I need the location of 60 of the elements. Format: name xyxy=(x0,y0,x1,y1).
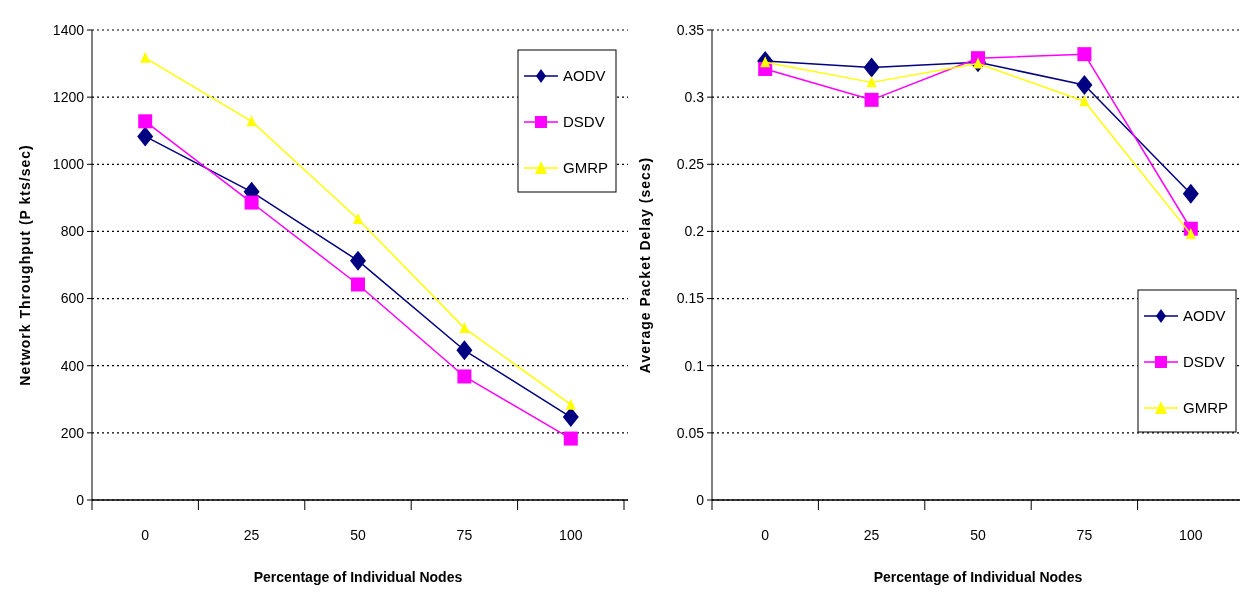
y-tick-label: 0.15 xyxy=(676,290,705,307)
y-axis-title: Average Packet Delay (secs) xyxy=(637,156,653,374)
x-tick-label: 50 xyxy=(970,527,986,543)
legend-label: GMRP xyxy=(563,159,608,177)
point xyxy=(350,250,366,271)
x-tick-label: 25 xyxy=(863,527,880,543)
y-tick-label: 1200 xyxy=(52,89,85,106)
point xyxy=(459,322,470,334)
legend-label: DSDV xyxy=(563,113,605,131)
x-tick-label: 75 xyxy=(1076,527,1093,543)
point xyxy=(138,114,153,129)
point xyxy=(760,56,771,68)
point xyxy=(137,126,154,147)
point xyxy=(864,92,879,107)
y-tick-label: 200 xyxy=(60,424,85,441)
point xyxy=(456,340,473,361)
point xyxy=(866,76,877,88)
x-tick-label: 0 xyxy=(761,527,770,543)
x-tick-label: 100 xyxy=(559,527,583,543)
y-tick-label: 1400 xyxy=(52,21,85,38)
y-axis-title: Network Throughput (P kts/sec) xyxy=(17,144,33,386)
point xyxy=(351,277,365,292)
point xyxy=(1185,228,1196,240)
x-axis-title: Percentage of Individual Nodes xyxy=(253,569,463,585)
point xyxy=(353,213,363,225)
y-tick-label: 0.05 xyxy=(676,424,705,441)
y-tick-label: 400 xyxy=(60,357,85,374)
point xyxy=(565,398,576,410)
y-tick-label: 1000 xyxy=(52,156,85,173)
point xyxy=(140,51,151,63)
y-tick-label: 800 xyxy=(60,223,85,240)
point xyxy=(562,407,579,428)
legend-label: AODV xyxy=(1183,307,1226,325)
point xyxy=(1077,47,1092,62)
x-tick-label: 100 xyxy=(1179,527,1203,543)
legend-label: GMRP xyxy=(1183,399,1228,417)
y-tick-label: 0 xyxy=(76,491,85,508)
legend-label: AODV xyxy=(563,67,606,85)
legend-label: DSDV xyxy=(1183,353,1225,371)
point xyxy=(1182,183,1199,204)
y-tick-label: 0.2 xyxy=(684,223,705,240)
point xyxy=(457,369,472,384)
point xyxy=(244,195,259,210)
point xyxy=(563,431,578,446)
y-tick-label: 0.3 xyxy=(684,89,705,106)
x-axis-title: Percentage of Individual Nodes xyxy=(873,569,1083,585)
x-tick-label: 0 xyxy=(141,527,150,543)
point xyxy=(1079,95,1090,107)
x-tick-label: 50 xyxy=(350,527,366,543)
y-tick-label: 0.25 xyxy=(676,156,705,173)
point xyxy=(246,115,257,127)
y-tick-label: 0.1 xyxy=(684,357,705,374)
y-tick-label: 0 xyxy=(696,491,705,508)
x-tick-label: 75 xyxy=(456,527,473,543)
x-tick-label: 25 xyxy=(243,527,260,543)
y-tick-label: 600 xyxy=(60,290,85,307)
y-tick-label: 0.35 xyxy=(676,21,705,38)
point xyxy=(973,57,983,69)
point xyxy=(1076,75,1093,96)
point xyxy=(863,57,880,78)
